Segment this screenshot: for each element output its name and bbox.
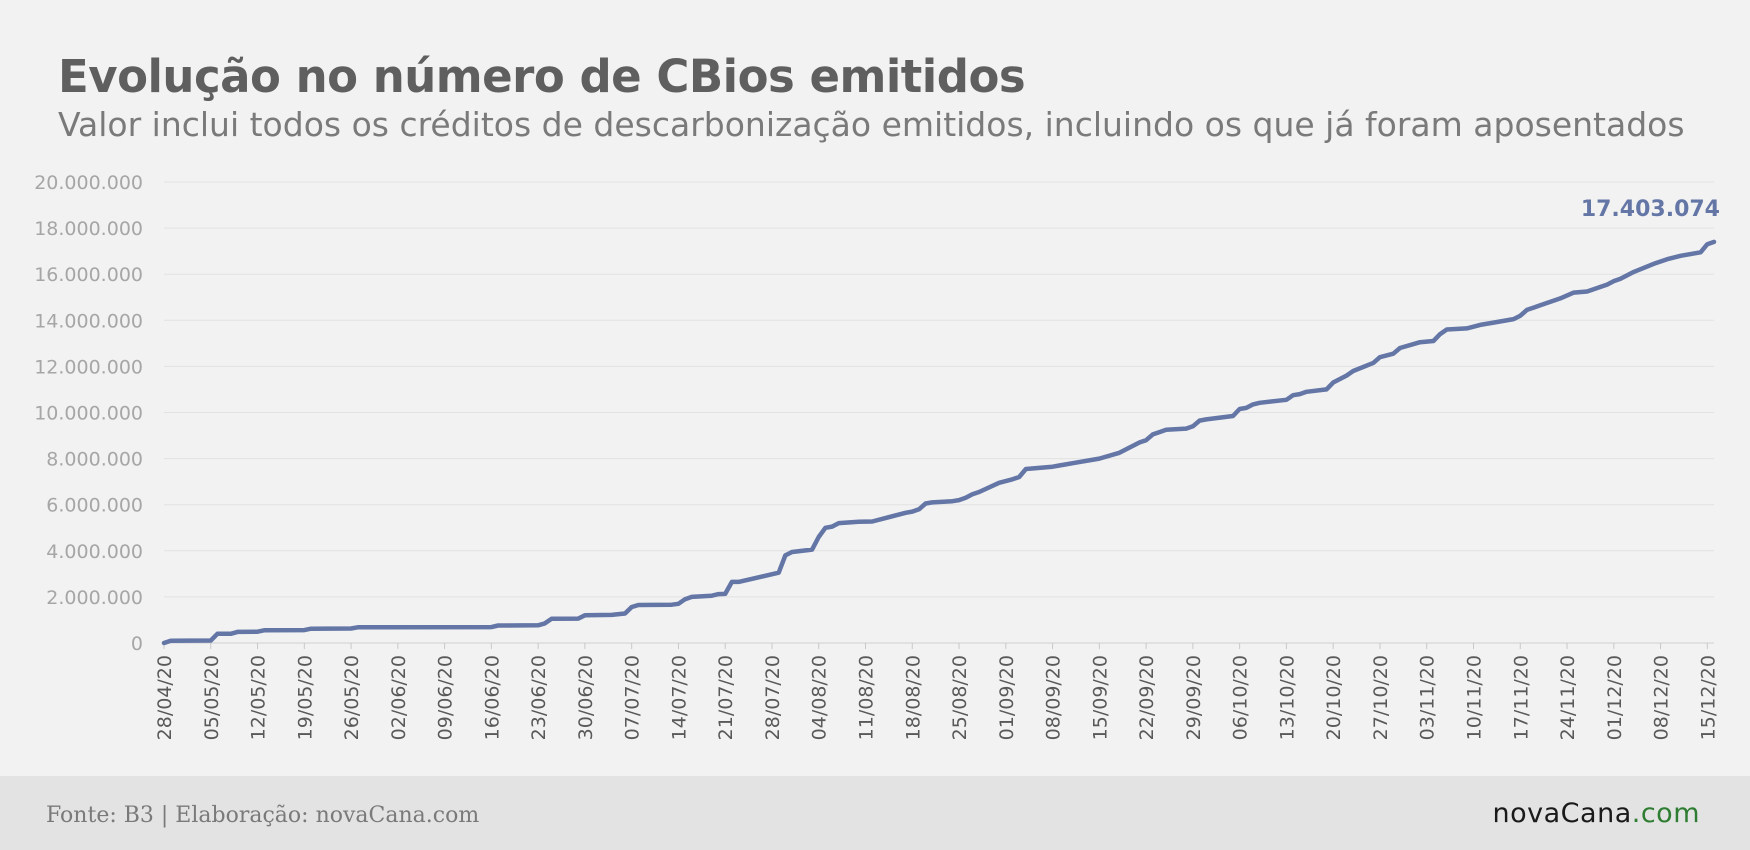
x-tick-label: 26/05/20 xyxy=(341,655,363,740)
x-tick-label: 29/09/20 xyxy=(1183,655,1205,740)
series-group: 17.403.074 xyxy=(161,197,1720,646)
footer-bar: Fonte: B3 | Elaboração: novaCana.com nov… xyxy=(0,776,1750,850)
x-tick-label: 30/06/20 xyxy=(575,655,597,740)
x-tick-label: 20/10/20 xyxy=(1323,655,1345,740)
x-tick-label: 15/09/20 xyxy=(1089,655,1111,740)
x-tick-label: 21/07/20 xyxy=(715,655,737,740)
x-tick-label: 01/09/20 xyxy=(996,655,1018,740)
y-tick-label: 6.000.000 xyxy=(46,495,143,517)
y-tick-label: 4.000.000 xyxy=(46,541,143,563)
x-tick-label: 04/08/20 xyxy=(809,655,831,740)
x-tick-label: 22/09/20 xyxy=(1136,655,1158,740)
x-tick-label: 05/05/20 xyxy=(201,655,223,740)
x-tick-label: 28/04/20 xyxy=(154,655,176,740)
x-tick-label: 15/12/20 xyxy=(1697,655,1719,740)
x-tick-label: 17/11/20 xyxy=(1510,655,1532,740)
y-tick-label: 0 xyxy=(131,633,143,655)
x-tick-label: 03/11/20 xyxy=(1417,655,1439,740)
y-tick-label: 18.000.000 xyxy=(34,218,143,240)
x-tick-label: 11/08/20 xyxy=(856,655,878,740)
x-tick-label: 25/08/20 xyxy=(949,655,971,740)
x-tick-label: 18/08/20 xyxy=(902,655,924,740)
x-tick-label: 06/10/20 xyxy=(1230,655,1252,740)
x-tick-label: 19/05/20 xyxy=(294,655,316,740)
chart-title: Evolução no número de CBios emitidos xyxy=(58,50,1026,103)
x-tick-label: 16/06/20 xyxy=(481,655,503,740)
y-tick-label: 2.000.000 xyxy=(46,587,143,609)
y-axis-ticks: 0 2.000.000 4.000.000 6.000.000 8.000.000 10.… xyxy=(34,172,143,655)
line-chart: 0 2.000.000 4.000.000 6.000.000 8.000.000 10.… xyxy=(34,172,1720,740)
y-tick-label: 10.000.000 xyxy=(34,403,143,425)
series-line xyxy=(161,239,1717,646)
chart-subtitle: Valor inclui todos os créditos de descar… xyxy=(58,105,1685,144)
y-tick-label: 16.000.000 xyxy=(34,264,143,286)
x-axis-ticks: 28/04/20 05/05/20 12/05/20 19/05/20 26/05/20… xyxy=(154,643,1719,740)
x-tick-label: 28/07/20 xyxy=(762,655,784,740)
y-tick-label: 12.000.000 xyxy=(34,356,143,378)
x-tick-label: 13/10/20 xyxy=(1276,655,1298,740)
y-tick-label: 8.000.000 xyxy=(46,449,143,471)
end-value-label: 17.403.074 xyxy=(1581,197,1720,222)
logo-tld-text: .com xyxy=(1631,798,1700,829)
x-tick-label: 08/09/20 xyxy=(1043,655,1065,740)
gridlines xyxy=(164,181,1714,644)
x-tick-label: 14/07/20 xyxy=(668,655,690,740)
x-tick-label: 10/11/20 xyxy=(1463,655,1485,740)
y-tick-label: 14.000.000 xyxy=(34,310,143,332)
x-tick-label: 08/12/20 xyxy=(1651,655,1673,740)
novacana-logo[interactable]: novaCana.com xyxy=(1493,798,1700,829)
x-tick-label: 27/10/20 xyxy=(1370,655,1392,740)
x-tick-label: 09/06/20 xyxy=(435,655,457,740)
x-tick-label: 07/07/20 xyxy=(622,655,644,740)
x-tick-label: 24/11/20 xyxy=(1557,655,1579,740)
x-tick-label: 02/06/20 xyxy=(388,655,410,740)
x-tick-label: 23/06/20 xyxy=(528,655,550,740)
logo-main-text: novaCana xyxy=(1492,798,1632,829)
y-tick-label: 20.000.000 xyxy=(34,172,143,194)
x-tick-label: 01/12/20 xyxy=(1604,655,1626,740)
source-note: Fonte: B3 | Elaboração: novaCana.com xyxy=(46,803,480,828)
x-tick-label: 12/05/20 xyxy=(248,655,270,740)
